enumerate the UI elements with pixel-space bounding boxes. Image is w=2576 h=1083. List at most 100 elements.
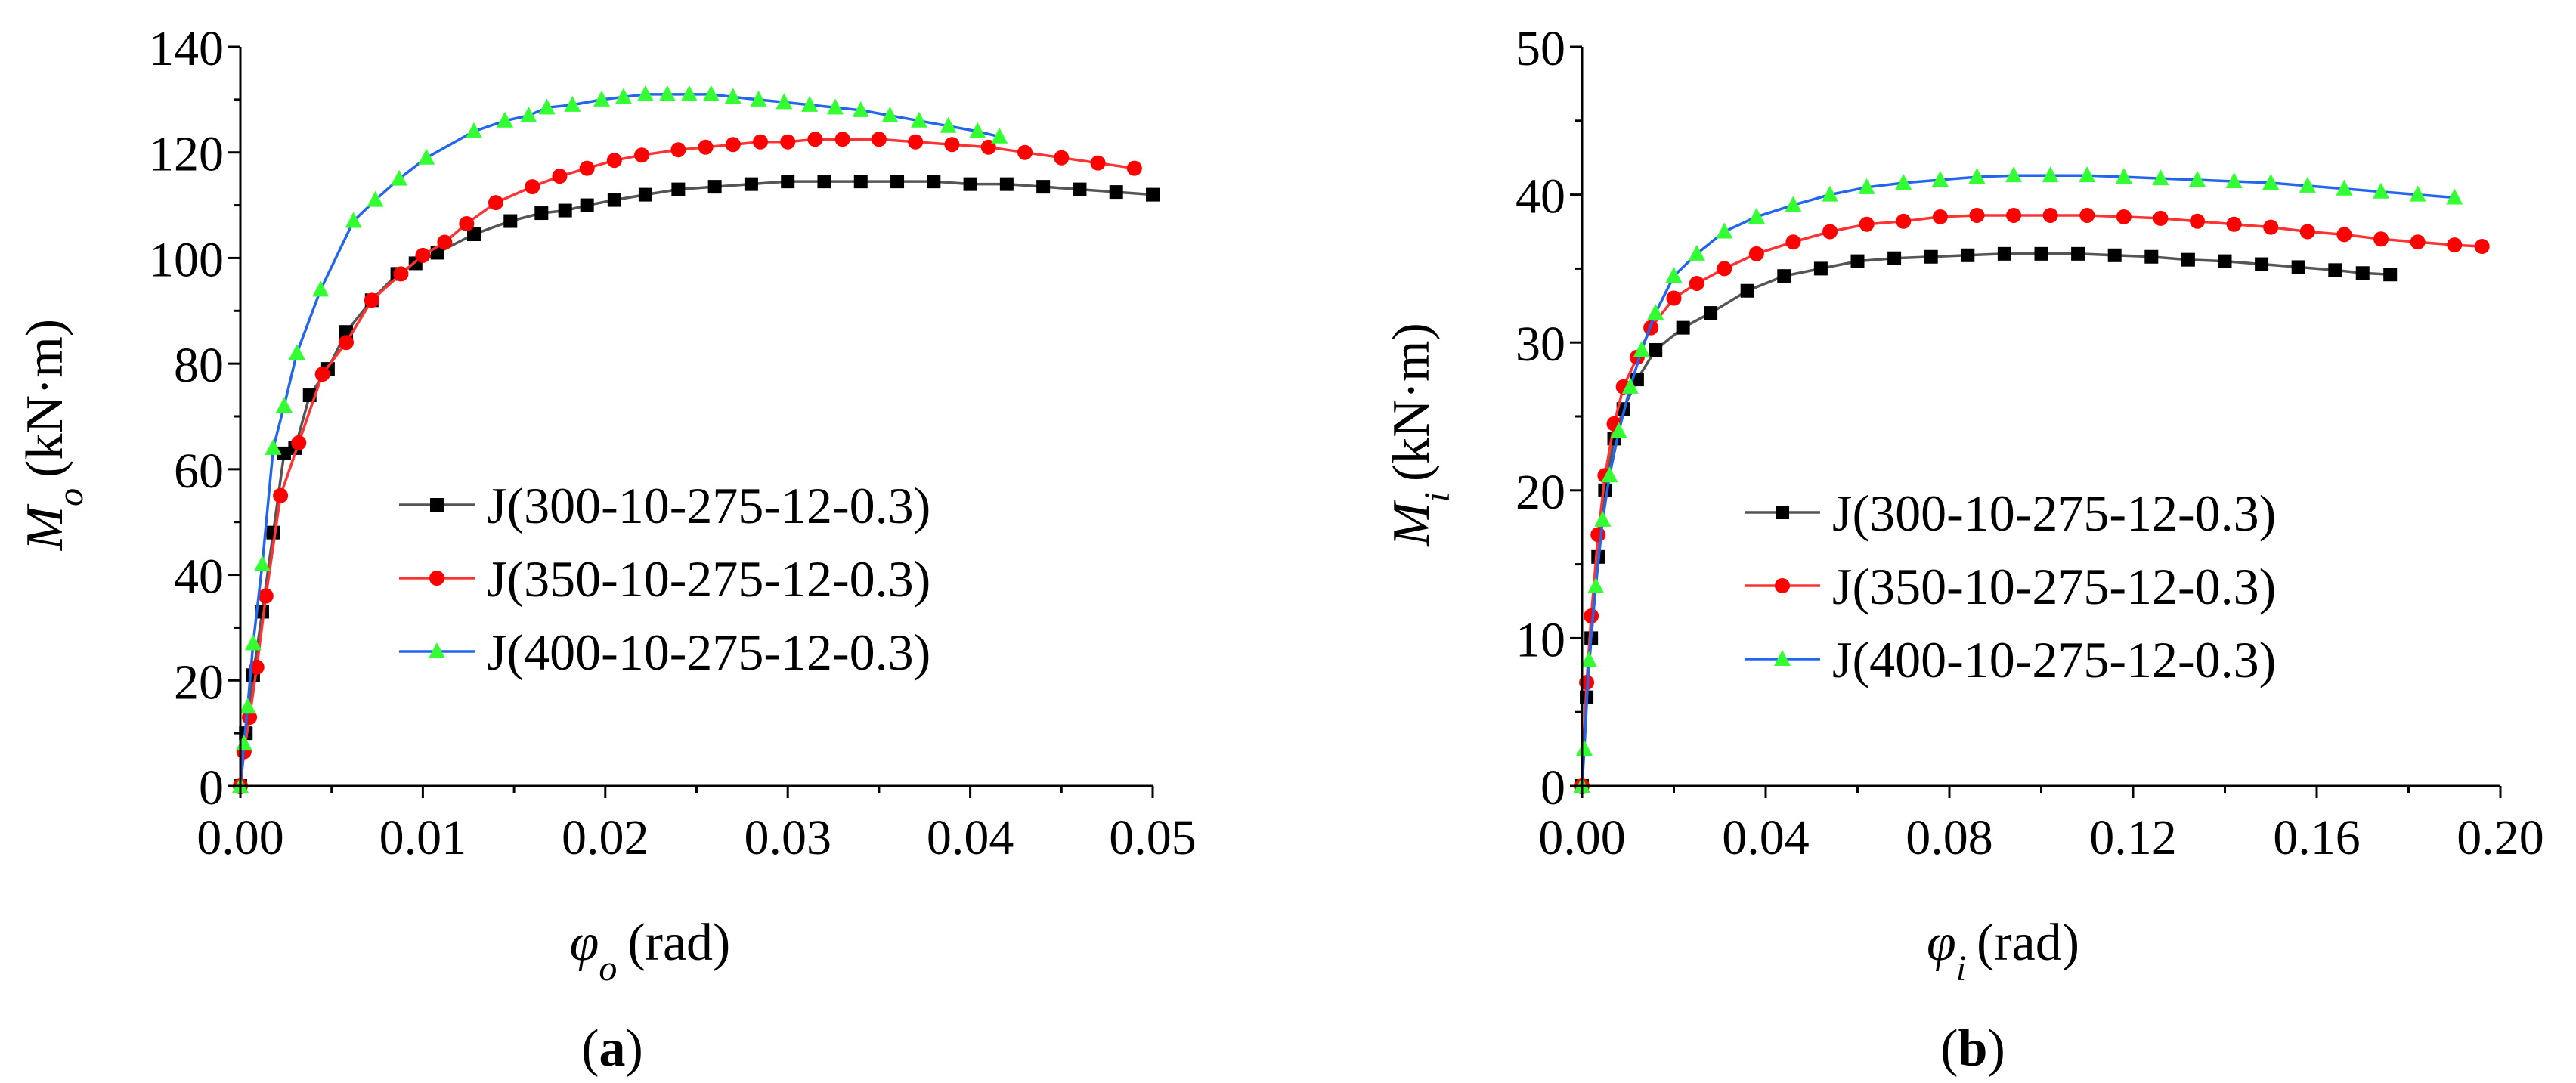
data-point-series-1 xyxy=(1146,187,1160,202)
x-tick-label: 0.02 xyxy=(562,810,649,865)
data-point-series-3 xyxy=(2446,188,2463,205)
data-point-series-2 xyxy=(2153,210,2169,226)
data-point-series-3 xyxy=(1688,244,1705,261)
legend-marker-1 xyxy=(430,498,444,512)
data-point-series-1 xyxy=(1777,269,1791,283)
data-point-series-2 xyxy=(1932,209,1948,224)
data-point-series-3 xyxy=(239,698,256,714)
y-tick-label: 140 xyxy=(149,21,224,76)
x-axis-label-a: φo (rad) xyxy=(570,914,731,989)
data-point-series-2 xyxy=(698,139,714,155)
data-point-series-1 xyxy=(744,177,758,191)
data-point-series-2 xyxy=(1748,246,1764,261)
data-point-series-1 xyxy=(963,177,977,191)
data-point-series-3 xyxy=(702,85,720,101)
data-point-series-1 xyxy=(1073,182,1087,196)
data-point-series-2 xyxy=(1689,275,1704,291)
data-point-series-3 xyxy=(275,397,293,413)
data-point-series-2 xyxy=(579,160,595,176)
y-tick-label: 60 xyxy=(174,444,224,499)
data-point-series-1 xyxy=(1036,180,1051,194)
data-point-series-3 xyxy=(615,88,632,104)
data-point-series-3 xyxy=(2373,182,2390,199)
data-point-series-3 xyxy=(2079,166,2096,183)
data-point-series-3 xyxy=(2409,185,2426,202)
legend-label-2: J(350-10-275-12-0.3) xyxy=(1832,558,2276,615)
data-point-series-3 xyxy=(2299,176,2316,193)
data-point-series-2 xyxy=(1590,527,1606,543)
data-point-series-2 xyxy=(807,132,823,147)
data-point-series-3 xyxy=(1858,178,1875,194)
data-point-series-1 xyxy=(2218,254,2232,268)
data-point-series-3 xyxy=(418,148,435,165)
legend-b: J(300-10-275-12-0.3) J(350-10-275-12-0.3)… xyxy=(1745,484,2276,688)
data-point-series-1 xyxy=(2355,266,2370,280)
data-point-series-3 xyxy=(776,93,793,110)
data-point-series-2 xyxy=(1969,207,1985,223)
data-point-series-2 xyxy=(1126,160,1142,176)
data-point-series-3 xyxy=(265,438,282,455)
data-point-series-3 xyxy=(593,90,610,107)
data-point-series-3 xyxy=(253,555,271,571)
x-tick-label: 0.03 xyxy=(744,810,831,865)
data-point-series-3 xyxy=(1576,740,1593,757)
x-axis-symbol-b: φ xyxy=(1927,914,1956,972)
data-point-series-1 xyxy=(2071,246,2085,261)
data-point-series-3 xyxy=(538,98,556,115)
x-axis-subscript-a: o xyxy=(599,948,617,989)
data-point-series-1 xyxy=(607,193,621,207)
data-point-series-2 xyxy=(2226,216,2242,232)
y-tick-label: 20 xyxy=(1516,465,1565,520)
data-point-series-2 xyxy=(2474,239,2490,255)
x-tick-label: 0.16 xyxy=(2273,810,2361,865)
data-point-series-3 xyxy=(1601,466,1618,483)
x-axis-unit-b: (rad) xyxy=(1977,914,2079,972)
data-point-series-2 xyxy=(273,487,289,503)
data-point-series-2 xyxy=(393,266,409,282)
data-point-series-1 xyxy=(1961,248,1975,262)
data-point-series-1 xyxy=(2034,246,2048,261)
data-point-series-1 xyxy=(1887,251,1902,265)
y-axis-symbol-a: M xyxy=(16,503,74,551)
y-axis-subscript-b: i xyxy=(1417,492,1457,502)
plot-area-b xyxy=(1574,166,2490,794)
data-point-series-1 xyxy=(1649,342,1663,357)
data-point-series-3 xyxy=(750,90,767,107)
legend-label-3: J(400-10-275-12-0.3) xyxy=(487,623,930,681)
data-point-series-3 xyxy=(636,85,654,101)
data-point-series-3 xyxy=(1968,168,1986,184)
y-tick-label: 0 xyxy=(1540,760,1565,815)
y-tick-label: 40 xyxy=(1516,169,1565,224)
data-point-series-1 xyxy=(817,175,831,189)
data-point-series-2 xyxy=(1717,261,1732,277)
data-point-series-2 xyxy=(871,132,887,147)
data-point-series-3 xyxy=(497,111,514,128)
data-point-series-3 xyxy=(940,116,957,133)
data-point-series-2 xyxy=(780,134,796,150)
data-point-series-2 xyxy=(1584,608,1599,624)
data-point-series-3 xyxy=(1633,340,1650,357)
data-point-series-3 xyxy=(345,212,362,228)
chart-panel-b: 0.00 0.04 0.08 0.12 0.16 0.20 0 10 20 30 40 50 Mi (k… xyxy=(1382,21,2544,1078)
data-point-series-3 xyxy=(1748,207,1765,224)
legend-label-3: J(400-10-275-12-0.3) xyxy=(1832,631,2276,688)
data-point-series-2 xyxy=(314,367,330,382)
data-point-series-2 xyxy=(670,142,686,158)
legend-marker-2 xyxy=(1775,578,1790,593)
data-point-series-3 xyxy=(1610,422,1627,438)
data-point-series-1 xyxy=(2328,263,2342,277)
panel-caption-a: (a) xyxy=(581,1020,643,1078)
data-point-series-2 xyxy=(1090,155,1106,171)
data-point-series-1 xyxy=(638,187,652,202)
data-point-series-3 xyxy=(1931,171,1949,187)
data-point-series-2 xyxy=(2116,209,2132,224)
data-point-series-2 xyxy=(606,153,622,169)
data-point-series-3 xyxy=(288,344,305,360)
legend-marker-3 xyxy=(1774,650,1791,666)
data-point-series-3 xyxy=(826,98,844,115)
x-axis-symbol-a: φ xyxy=(570,914,599,972)
y-tick-label: 20 xyxy=(174,654,224,710)
data-point-series-3 xyxy=(1785,196,1802,212)
data-point-series-2 xyxy=(2042,207,2058,223)
